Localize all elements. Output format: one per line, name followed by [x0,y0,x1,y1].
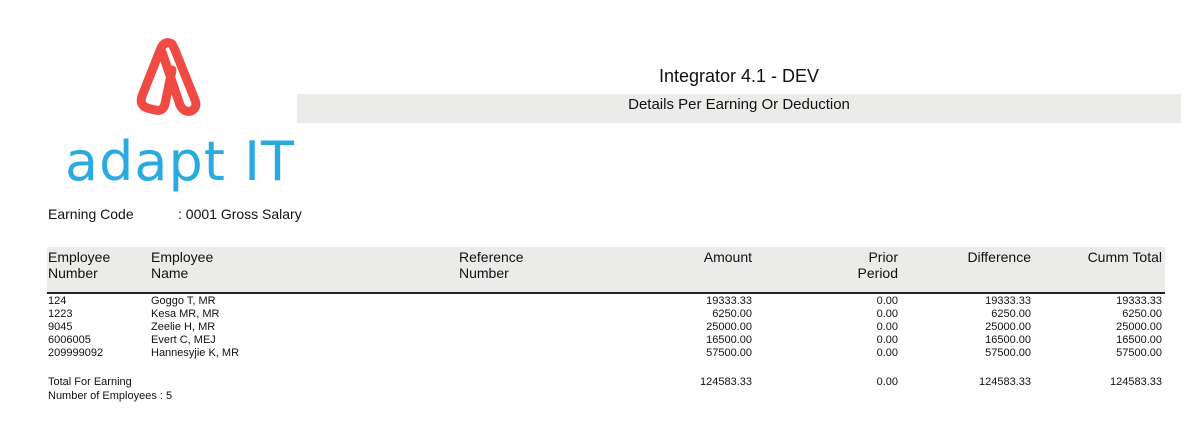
cell-prior-period: 0.00 [876,321,898,333]
column-header-employee-name: Employee Name [151,249,213,281]
earning-code-value: : 0001 Gross Salary [178,206,302,222]
cell-cumm-total: 57500.00 [1116,347,1162,359]
header-line-1: Reference [459,249,524,265]
report-subtitle: Details Per Earning Or Deduction [628,96,850,113]
adapt-it-logo: adapt IT [65,38,295,193]
header-line-1: Difference [967,249,1031,265]
subtitle-band [297,94,1181,123]
column-header-employee-number: Employee Number [48,249,110,281]
cell-cumm-total: 19333.33 [1116,295,1162,307]
cell-employee-name: Kesa MR, MR [151,308,220,320]
cell-employee-number: 124 [48,295,67,307]
column-header-prior-period: Prior Period [858,249,898,281]
total-difference: 124583.33 [979,376,1031,388]
total-prior: 0.00 [876,376,898,388]
cell-prior-period: 0.00 [876,295,898,307]
cell-cumm-total: 25000.00 [1116,321,1162,333]
total-cumm: 124583.33 [1110,376,1162,388]
cell-difference: 6250.00 [991,308,1031,320]
cell-difference: 16500.00 [985,334,1031,346]
cell-employee-number: 209999092 [48,347,104,359]
header-line-1: Employee [48,249,111,265]
cell-employee-name: Goggo T, MR [151,295,216,307]
header-line-2: Number [459,265,509,281]
column-header-reference-number: Reference Number [459,249,524,281]
cell-difference: 19333.33 [985,295,1031,307]
cell-difference: 57500.00 [985,347,1031,359]
header-line-2: Name [151,265,189,281]
cell-employee-number: 1223 [48,308,73,320]
earning-code-label: Earning Code [48,206,134,222]
table-header-band [47,247,1165,292]
cell-amount: 25000.00 [706,321,752,333]
cell-amount: 57500.00 [706,347,752,359]
cell-prior-period: 0.00 [876,347,898,359]
cell-employee-number: 9045 [48,321,73,333]
cell-cumm-total: 16500.00 [1116,334,1162,346]
report-title: Integrator 4.1 - DEV [658,66,820,86]
cell-amount: 19333.33 [706,295,752,307]
column-header-difference: Difference [967,249,1031,265]
column-header-cumm-total: Cumm Total [1088,249,1162,265]
header-line-1: Employee [151,249,214,265]
header-line-2: Period [857,265,898,281]
total-amount: 124583.33 [700,376,752,388]
cell-difference: 25000.00 [985,321,1031,333]
cell-prior-period: 0.00 [876,308,898,320]
employee-count: Number of Employees : 5 [48,390,173,402]
svg-text:adapt IT: adapt IT [65,130,295,193]
column-header-amount: Amount [704,249,752,265]
cell-employee-name: Zeelie H, MR [151,321,216,333]
cell-cumm-total: 6250.00 [1122,308,1162,320]
header-line-2: Number [48,265,98,281]
cell-amount: 6250.00 [712,308,752,320]
cell-prior-period: 0.00 [876,334,898,346]
total-label: Total For Earning [48,376,132,388]
cell-amount: 16500.00 [706,334,752,346]
header-line-1: Amount [703,249,752,265]
cell-employee-name: Hannesyjie K, MR [151,347,240,359]
cell-employee-number: 6006005 [48,334,91,346]
header-divider [47,292,1165,294]
cell-employee-name: Evert C, MEJ [151,334,216,346]
header-line-1: Prior [868,249,898,265]
header-line-1: Cumm Total [1087,249,1162,265]
